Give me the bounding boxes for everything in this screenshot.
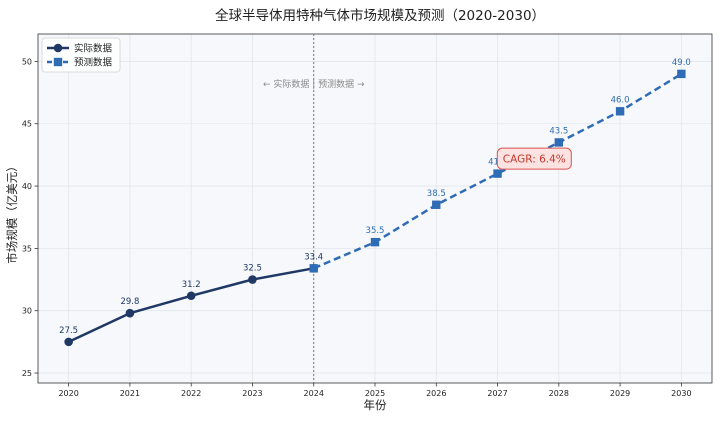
data-point: [432, 200, 441, 209]
x-tick-label: 2023: [242, 389, 262, 398]
x-tick-label: 2022: [181, 389, 201, 398]
data-label: 29.8: [120, 297, 139, 307]
x-tick-label: 2024: [304, 389, 324, 398]
x-axis-label: 年份: [364, 398, 387, 412]
x-tick-label: 2030: [671, 389, 691, 398]
y-axis-label: 市场规模（亿美元）: [5, 160, 19, 264]
y-tick-label: 30: [22, 307, 32, 316]
x-tick-label: 2027: [487, 389, 507, 398]
legend-label: 实际数据: [74, 43, 113, 55]
data-label: 31.2: [182, 280, 201, 290]
y-tick-label: 45: [22, 120, 32, 129]
x-tick-label: 2026: [426, 389, 446, 398]
divider-label: ← 实际数据 | 预测数据 →: [263, 78, 365, 90]
y-tick-label: 35: [22, 244, 32, 253]
legend-marker: [53, 43, 63, 53]
data-label: 33.4: [304, 252, 323, 262]
chart-title: 全球半导体用特种气体市场规模及预测（2020-2030）: [215, 7, 545, 24]
data-label: 32.5: [243, 264, 262, 274]
data-point: [186, 291, 196, 301]
data-point: [493, 169, 502, 178]
data-point: [248, 275, 257, 284]
data-point: [64, 337, 73, 347]
x-tick-label: 2020: [58, 389, 78, 398]
y-tick-label: 40: [22, 182, 32, 191]
data-label: 35.5: [366, 226, 385, 236]
data-label: 38.5: [427, 189, 446, 199]
data-label: 49.0: [672, 58, 691, 68]
y-tick-label: 50: [22, 57, 32, 66]
cagr-annotation: CAGR: 6.4%: [503, 154, 566, 166]
data-point: [677, 69, 686, 79]
data-point: [309, 264, 318, 273]
data-point: [125, 308, 135, 318]
x-tick-label: 2028: [549, 389, 569, 398]
x-tick-label: 2021: [120, 389, 140, 398]
data-point: [370, 237, 380, 247]
legend-marker: [53, 57, 63, 67]
x-tick-label: 2025: [365, 389, 385, 398]
data-label: 27.5: [59, 326, 78, 336]
y-tick-label: 25: [22, 369, 32, 378]
data-label: 43.5: [549, 126, 568, 136]
x-tick-label: 2029: [610, 389, 630, 398]
cagr-box: [496, 147, 572, 170]
data-point: [615, 107, 625, 116]
legend-label: 预测数据: [74, 57, 113, 69]
data-point: [554, 138, 564, 147]
data-label: 46.0: [611, 95, 630, 105]
